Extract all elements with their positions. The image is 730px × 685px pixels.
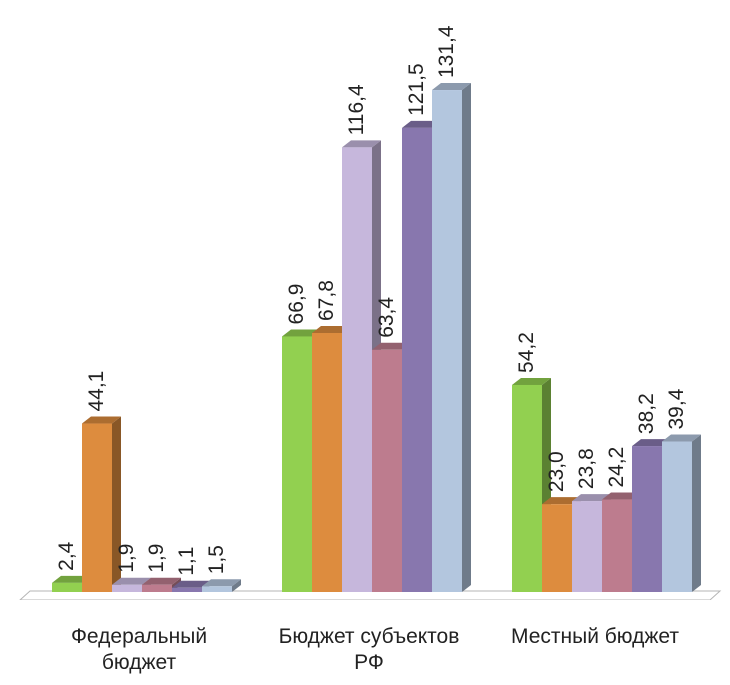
bar-top [172,580,211,588]
bar-top [602,492,641,500]
bar [512,384,542,592]
data-label: 54,2 [515,332,538,373]
data-label: 2,4 [55,541,78,571]
bar [142,584,172,592]
bar-top [52,575,91,583]
bar [572,501,602,592]
bar [172,587,202,592]
bar-top [202,579,241,587]
data-label: 44,1 [85,371,108,412]
bar-top [512,377,551,385]
bar-top [112,577,151,585]
bar-top [82,416,121,424]
bar-side [112,416,121,592]
bar [82,423,112,592]
data-label: 39,4 [665,388,688,429]
category-label-regional: Бюджет субъектов РФ [278,625,460,674]
data-label: 1,1 [175,547,198,576]
bar-side [692,434,701,592]
bar-top [282,329,321,337]
data-label: 23,8 [575,448,598,489]
bar [662,441,692,592]
chart-canvas: 2,4 44,1 1,9 1,9 1,1 1,5 66,9 67,8 116,4 63,4 121,… [19,25,722,600]
bar-top [542,497,581,505]
bar [112,584,142,592]
bar [542,504,572,592]
bar [52,582,82,592]
floor [19,590,722,600]
data-label: 23,0 [545,451,568,492]
bar-side [462,83,471,592]
bar-top [342,140,381,148]
data-label: 67,8 [315,280,338,321]
bar [432,90,462,592]
data-label: 24,2 [605,447,628,488]
bar [632,446,662,592]
bar [312,333,342,592]
bar-top [572,494,611,502]
data-label: 1,5 [205,545,228,574]
data-label: 38,2 [635,393,658,434]
category-label-local: Местный бюджет [511,625,679,648]
bar [602,499,632,592]
bar [282,336,312,592]
bar-top [312,326,351,334]
bar-side [232,579,241,592]
data-label: 131,4 [435,25,458,78]
bar-top [432,83,471,91]
data-label: 116,4 [345,84,368,135]
data-label: 66,9 [285,284,308,325]
bar [372,349,402,592]
bar-top [142,577,181,585]
data-label: 1,9 [145,544,168,573]
bar [402,127,432,593]
bar-top [632,439,671,447]
data-label: 121,5 [405,63,428,116]
bar [202,586,232,592]
bar-top [662,434,701,442]
bar [342,147,372,593]
data-label: 1,9 [115,544,138,573]
bar-top [402,120,441,128]
bar-top [372,342,411,350]
data-label: 63,4 [375,297,398,338]
category-label-federal: Федеральный бюджет [70,625,208,674]
